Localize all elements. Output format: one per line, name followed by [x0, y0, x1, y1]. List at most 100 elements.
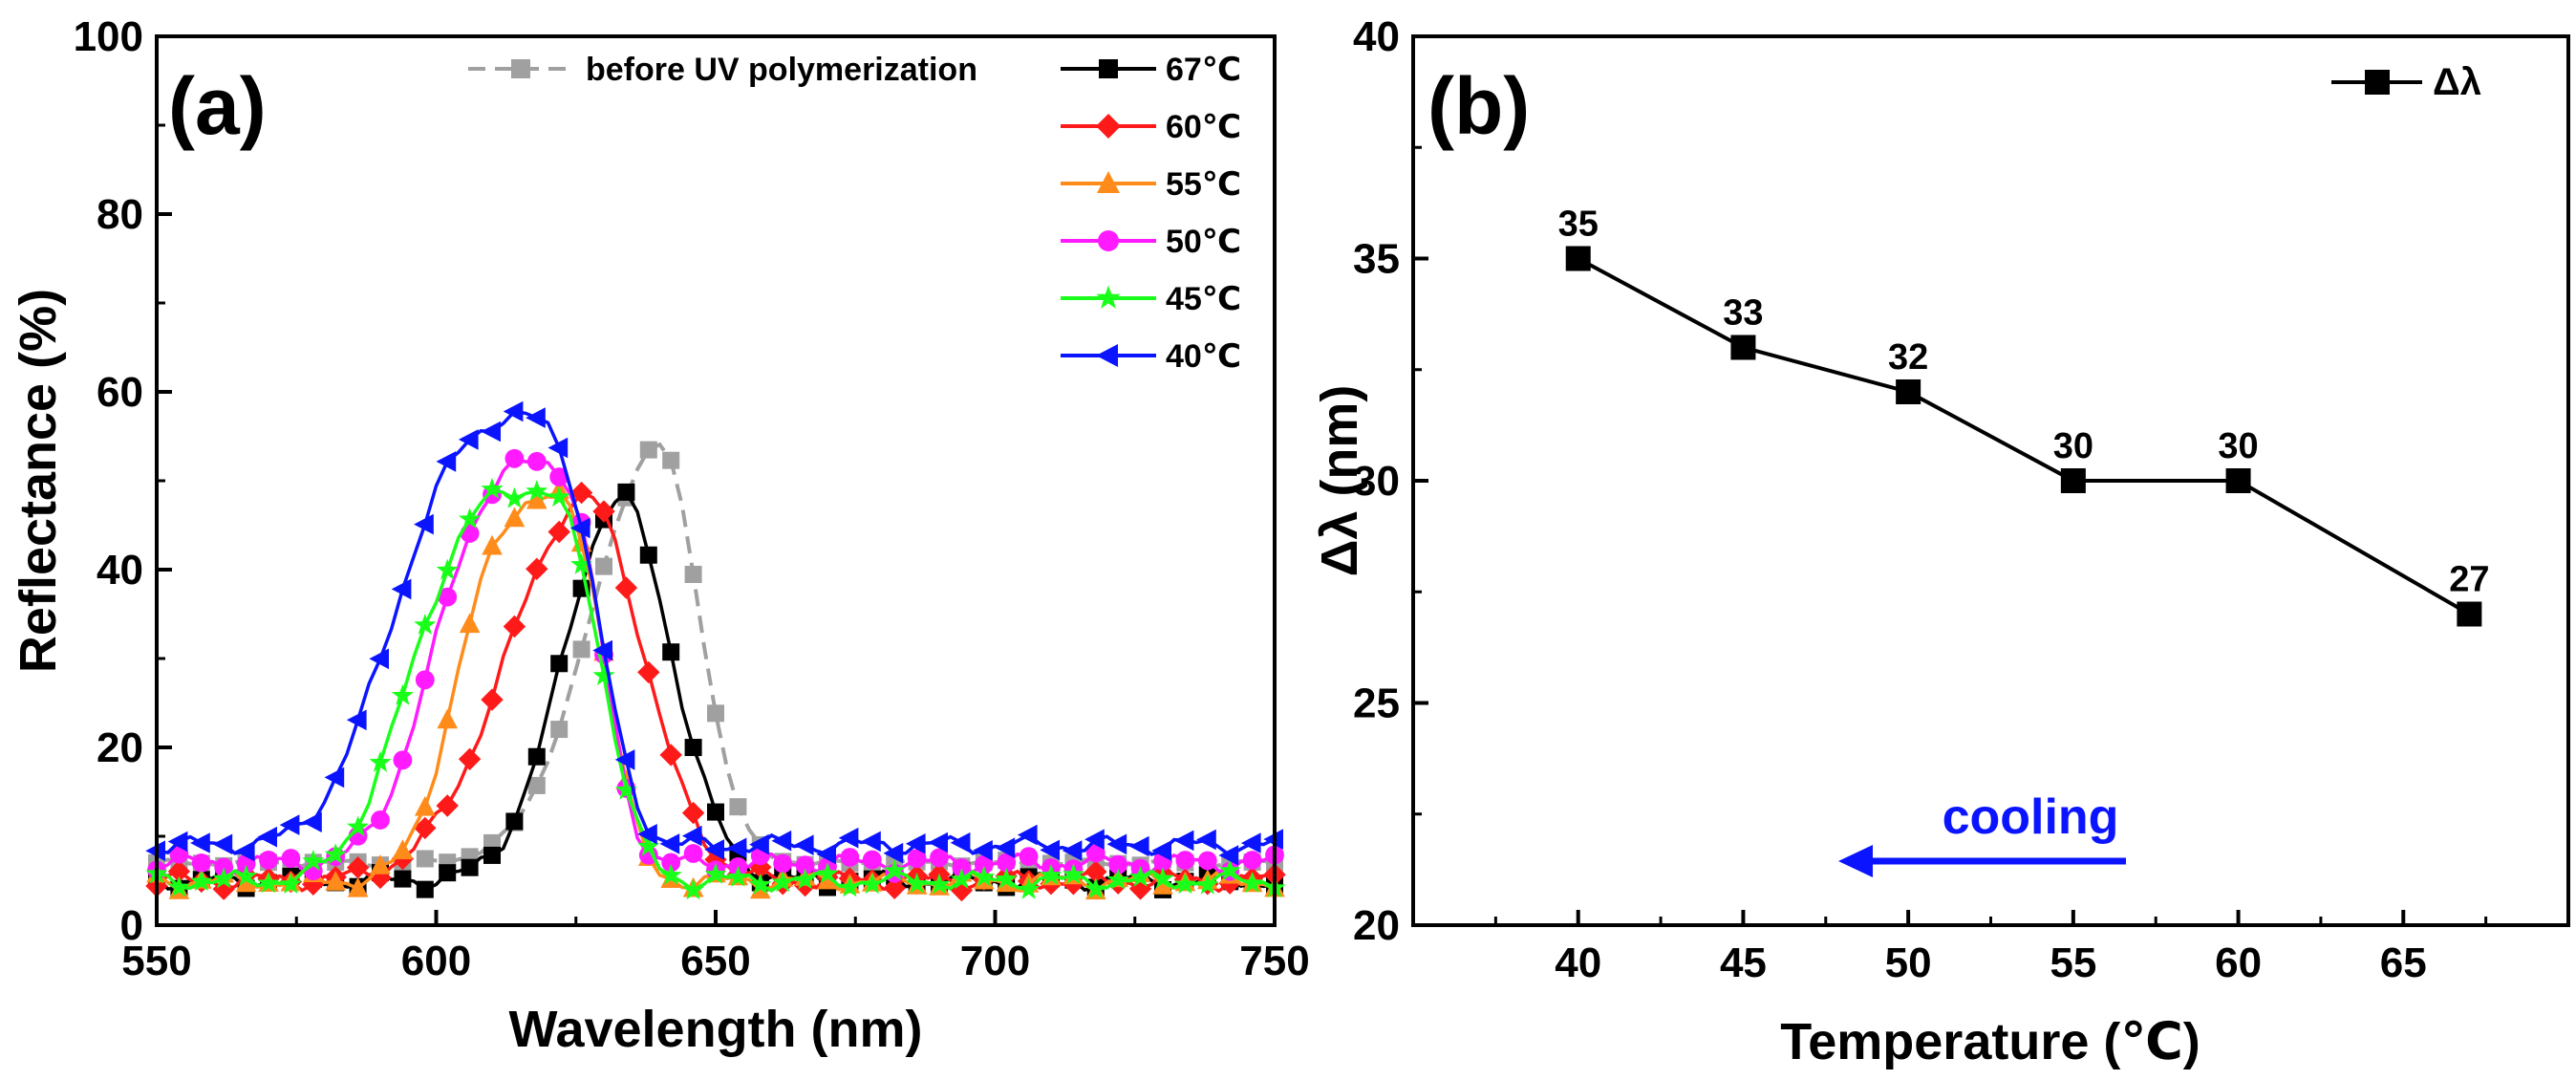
legend-item: 50℃	[1061, 224, 1241, 260]
data-point	[773, 853, 793, 874]
data-point	[729, 798, 747, 816]
data-point	[438, 587, 458, 607]
data-point	[212, 833, 233, 855]
data-point	[1151, 840, 1171, 861]
data-point	[816, 843, 836, 865]
data-point	[1084, 860, 1107, 883]
data-point	[503, 615, 526, 638]
data-point	[392, 839, 414, 859]
x-tick-label: 55	[2050, 940, 2096, 986]
data-point	[995, 867, 1018, 889]
data-point	[167, 875, 190, 897]
data-point	[1218, 859, 1241, 880]
data-point	[370, 854, 391, 875]
data-point	[436, 451, 457, 472]
data-point	[973, 865, 996, 887]
data-point	[481, 477, 504, 499]
delta-lambda-point	[2457, 601, 2482, 627]
data-point	[1085, 843, 1106, 863]
data-point	[257, 826, 277, 848]
data-point	[973, 840, 993, 861]
legend-label: 40℃	[1166, 338, 1241, 375]
data-point	[930, 848, 949, 868]
data-point	[279, 814, 300, 835]
legend-item: 45℃	[1061, 281, 1241, 317]
data-point	[794, 868, 817, 890]
data-point	[1062, 863, 1084, 884]
data-point	[526, 488, 547, 509]
point-label: 35	[1558, 205, 1599, 245]
data-point	[1196, 829, 1216, 851]
y-tick-label: 60	[97, 369, 143, 416]
data-point	[749, 873, 772, 895]
data-point	[659, 863, 682, 885]
data-point	[257, 872, 280, 894]
data-point	[1218, 845, 1239, 866]
legend-item: before UV polymerization	[468, 52, 977, 88]
data-point	[482, 534, 503, 555]
data-point	[684, 565, 702, 583]
data-point	[749, 855, 772, 879]
data-point	[704, 839, 724, 860]
point-label: 32	[1888, 337, 1928, 378]
panel-b-x-axis-title: Temperature (℃)	[1780, 1013, 2200, 1070]
data-point	[595, 557, 612, 575]
legend-item: 60℃	[1061, 109, 1241, 145]
data-point	[793, 834, 814, 855]
y-tick-label: 20	[97, 724, 143, 771]
data-point	[504, 507, 526, 528]
data-point	[302, 873, 325, 896]
data-point	[749, 833, 769, 855]
data-point	[325, 871, 346, 891]
data-point	[212, 877, 235, 900]
data-point	[683, 844, 703, 863]
data-point	[1129, 865, 1152, 887]
data-point	[346, 856, 370, 879]
point-label: 33	[1723, 293, 1763, 334]
data-point	[547, 520, 570, 544]
panel-a-x-axis-title: Wavelength (nm)	[508, 1001, 922, 1058]
data-point	[526, 557, 548, 580]
data-point	[437, 708, 458, 729]
legend-marker	[1097, 171, 1120, 193]
legend-marker	[1096, 114, 1121, 139]
data-point	[234, 840, 255, 862]
data-point	[662, 451, 680, 469]
point-label: 27	[2449, 560, 2489, 600]
data-point	[997, 853, 1017, 873]
x-tick-label: 65	[2380, 940, 2427, 986]
data-point	[1151, 867, 1174, 889]
data-point	[592, 664, 615, 685]
legend-item: 55℃	[1061, 166, 1241, 203]
data-point	[550, 655, 569, 673]
data-point	[907, 849, 927, 869]
x-tick-label: 50	[1885, 940, 1932, 986]
data-point	[1084, 877, 1107, 899]
data-point	[1084, 829, 1105, 850]
data-point	[235, 872, 257, 893]
y-tick-label: 25	[1353, 680, 1400, 727]
legend-label: 55℃	[1166, 166, 1241, 203]
legend-label: 45℃	[1166, 281, 1241, 317]
data-point	[347, 876, 369, 897]
data-point	[838, 875, 861, 897]
data-point	[952, 857, 972, 877]
data-point	[1017, 824, 1038, 846]
delta-lambda-point	[2060, 468, 2086, 493]
legend-marker	[1096, 285, 1121, 309]
data-point	[726, 837, 747, 859]
data-point	[212, 867, 235, 889]
data-point	[681, 801, 705, 825]
delta-lambda-point	[2225, 468, 2251, 493]
data-point	[281, 849, 301, 868]
data-point	[771, 830, 792, 852]
legend-marker	[1099, 59, 1118, 78]
data-point	[190, 870, 213, 892]
data-point	[393, 750, 413, 770]
data-point	[416, 880, 434, 898]
data-point	[1175, 851, 1195, 870]
data-point	[526, 407, 546, 428]
data-point	[1128, 877, 1152, 900]
data-point	[391, 578, 412, 600]
cooling-arrow-head	[1838, 845, 1873, 877]
